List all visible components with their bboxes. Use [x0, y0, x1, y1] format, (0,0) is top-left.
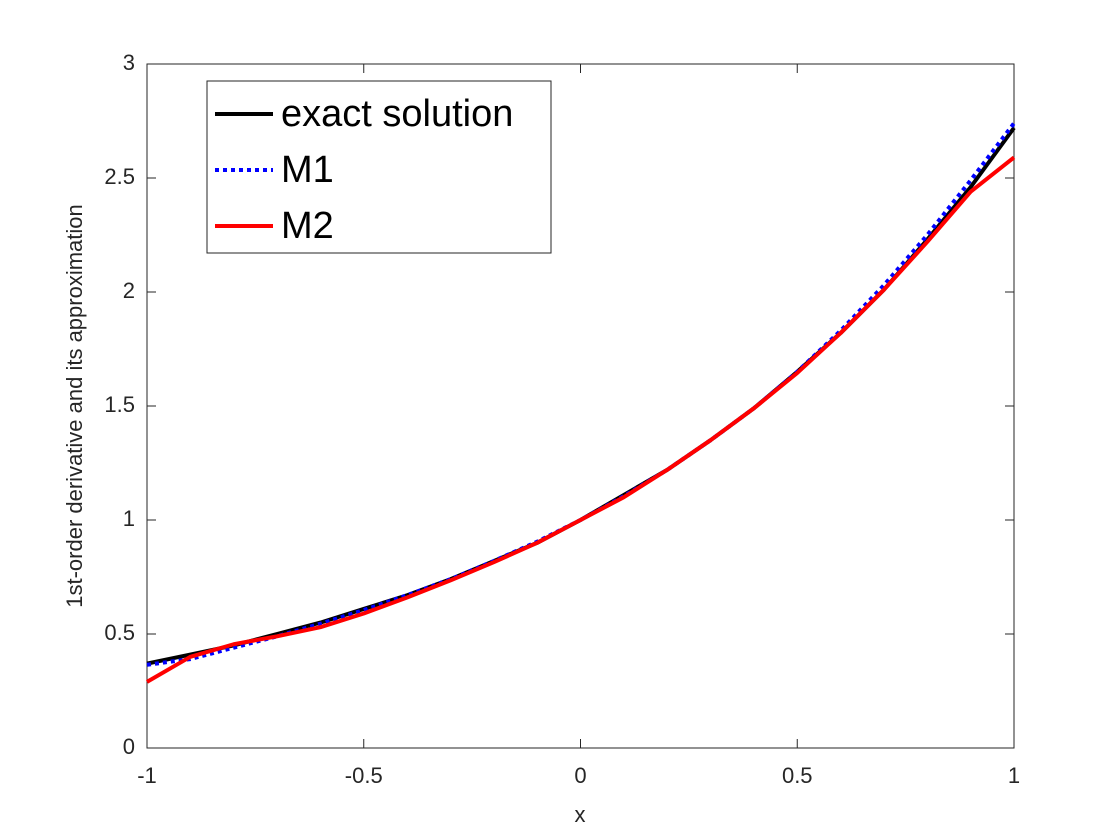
y-axis-label: 1st-order derivative and its approximati…	[62, 204, 87, 608]
x-tick-label: -1	[137, 763, 157, 788]
y-tick-label: 2	[123, 278, 135, 303]
y-tick-label: 3	[123, 50, 135, 75]
x-tick-label: 0.5	[782, 763, 813, 788]
y-tick-label: 0.5	[104, 620, 135, 645]
x-tick-label: 0	[574, 763, 586, 788]
y-tick-label: 1.5	[104, 392, 135, 417]
legend-label: exact solution	[281, 93, 513, 135]
y-tick-label: 0	[123, 734, 135, 759]
legend-label: M1	[281, 149, 334, 191]
y-tick-label: 2.5	[104, 164, 135, 189]
legend: exact solution M1 M2	[206, 80, 552, 254]
x-tick-label: -0.5	[345, 763, 383, 788]
x-tick-label: 1	[1008, 763, 1020, 788]
x-axis-label: x	[575, 802, 586, 827]
data-line	[145, 155, 1016, 684]
y-tick-label: 1	[123, 506, 135, 531]
legend-label: M2	[281, 205, 334, 247]
